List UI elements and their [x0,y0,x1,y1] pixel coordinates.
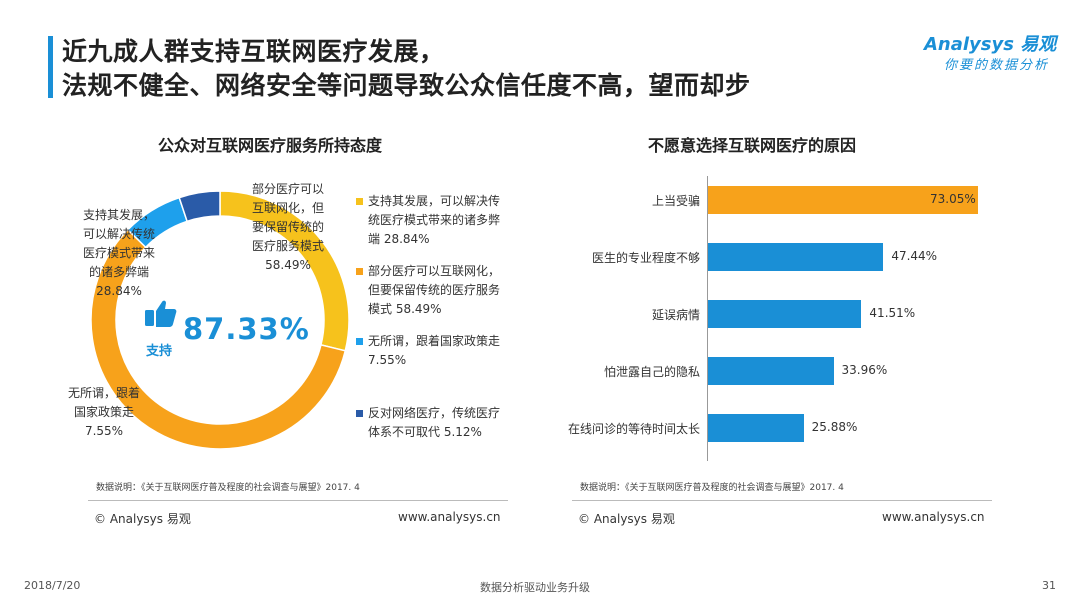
legend-line: 支持其发展，可以解决传 [368,194,501,208]
footer-tagline: 数据分析驱动业务升级 [480,581,590,594]
support-label: 支持 [146,344,173,359]
left-chart-title: 公众对互联网医疗服务所持态度 [158,136,383,155]
analysys-logo: Analysys 易观 [924,34,1057,55]
legend-swatch [356,268,363,275]
callout-support-line: 可以解决传统 [82,227,155,241]
right-copyright: © Analysys 易观 [578,512,675,526]
legend-swatch [356,410,363,417]
legend-item-oppose: 反对网络医疗，传统医疗 体系不可取代 5.12% [356,404,501,442]
legend-line: 统医疗模式带来的诸多弊 [368,213,501,227]
bar-category-label: 怕泄露自己的隐私 [603,365,700,379]
attitude-donut-chart [90,190,350,450]
callout-partial: 部分医疗可以 互联网化，但 要保留传统的 医疗服务模式 58.49% [240,180,336,275]
logo-slogan: 你要的数据分析 [944,58,1050,73]
callout-indifferent-value: 7.55% [84,424,124,438]
right-data-note: 数据说明：《关于互联网医疗普及程度的社会调查与展望》2017. 4 [580,483,844,493]
left-copyright: © Analysys 易观 [94,512,191,526]
callout-support-line: 支持其发展， [82,208,155,222]
bar-category-label: 医生的专业程度不够 [591,251,700,265]
bar-2 [708,300,862,328]
right-divider [572,500,992,501]
page-title-line-1: 近九成人群支持互联网医疗发展， [62,37,445,66]
bar-value-label: 25.88% [811,420,858,434]
page-title-line-2: 法规不健全、网络安全等问题导致公众信任度不高，望而却步 [62,71,751,100]
bar-0 [708,186,978,214]
reasons-bar-chart: 上当受骗 73.05% 医生的专业程度不够 47.44% 延误病情 41.51% 怕泄露自己… [568,170,1062,461]
callout-support-line: 医疗模式带来 [82,246,155,260]
title-accent-bar [48,36,53,98]
callout-partial-line: 互联网化，但 [251,201,324,215]
support-percentage: 87.33% [183,312,310,346]
legend-line: 模式 58.49% [368,302,442,316]
callout-partial-line: 部分医疗可以 [251,182,324,196]
bar-value-label: 73.05% [930,192,976,206]
callout-indifferent-line: 无所谓，跟着 [67,386,140,400]
thumbs-up-icon [145,300,177,327]
footer-date: 2018/7/20 [24,579,81,592]
legend-line: 端 28.84% [368,232,430,246]
legend-swatch [356,198,363,205]
bar-1 [708,243,884,271]
footer-page-number: 31 [1042,579,1056,592]
bar-value-label: 41.51% [869,306,916,320]
bar-value-label: 47.44% [891,249,938,263]
callout-partial-line: 要保留传统的 [251,220,324,234]
left-data-note: 数据说明：《关于互联网医疗普及程度的社会调查与展望》2017. 4 [96,483,360,493]
left-website-link[interactable]: www.analysys.cn [398,510,501,524]
bar-category-label: 延误病情 [651,308,700,322]
legend-item-support: 支持其发展，可以解决传 统医疗模式带来的诸多弊 端 28.84% [356,192,501,249]
callout-indifferent-line: 国家政策走 [73,405,134,419]
bar-category-label: 上当受骗 [651,194,700,208]
legend-line: 反对网络医疗，传统医疗 [368,406,501,420]
callout-support-line: 的诸多弊端 [88,265,149,279]
legend-line: 无所谓，跟着国家政策走 [368,334,501,348]
legend-line: 部分医疗可以互联网化， [368,264,501,278]
legend-item-indifferent: 无所谓，跟着国家政策走 7.55% [356,332,501,370]
bar-3 [708,357,834,385]
bar-4 [708,414,804,442]
donut-slice-3 [178,190,221,223]
callout-partial-value: 58.49% [265,258,311,272]
callout-indifferent: 无所谓，跟着 国家政策走 7.55% [58,384,150,441]
right-chart-title: 不愿意选择互联网医疗的原因 [648,136,857,155]
legend-line: 但要保留传统的医疗服务 [368,283,501,297]
left-divider [88,500,508,501]
bar-value-label: 33.96% [841,363,888,377]
callout-support-value: 28.84% [96,284,142,298]
donut-slice-1 [90,228,347,450]
legend-line: 体系不可取代 5.12% [368,425,482,439]
callout-partial-line: 医疗服务模式 [251,239,324,253]
legend-swatch [356,338,363,345]
right-website-link[interactable]: www.analysys.cn [882,510,985,524]
bar-axis-line [707,176,708,461]
bar-category-label: 在线问诊的等待时间太长 [567,422,700,436]
legend-line: 7.55% [368,353,407,367]
callout-support: 支持其发展， 可以解决传统 医疗模式带来 的诸多弊端 28.84% [66,206,172,301]
legend-item-partial: 部分医疗可以互联网化， 但要保留传统的医疗服务 模式 58.49% [356,262,501,319]
